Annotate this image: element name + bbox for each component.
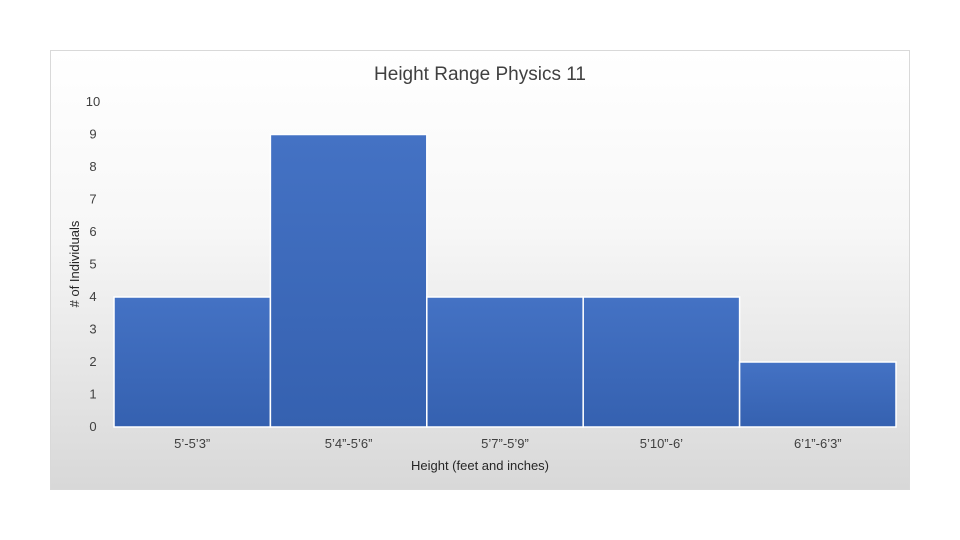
histogram-bar (426, 296, 584, 428)
y-tick-label: 2 (89, 354, 96, 369)
x-tick-label: 5’-5’3” (174, 436, 210, 451)
y-tick-label: 1 (89, 387, 96, 402)
y-tick-label: 4 (89, 289, 96, 304)
y-tick-label: 6 (89, 224, 96, 239)
histogram-bar (113, 296, 272, 428)
chart-title: Height Range Physics 11 (374, 64, 586, 85)
y-tick-label: 10 (86, 94, 100, 109)
x-tick-label: 5’10”-6’ (640, 436, 683, 451)
x-axis-label: Height (feet and inches) (411, 458, 549, 473)
histogram-bar (582, 296, 741, 428)
y-tick-label: 0 (89, 419, 96, 434)
x-tick-label: 6’1”-6’3” (794, 436, 842, 451)
y-tick-label: 9 (89, 127, 96, 142)
x-tick-label: 5’4”-5’6” (325, 436, 373, 451)
y-tick-label: 5 (89, 257, 96, 272)
histogram-bar (269, 133, 428, 428)
y-tick-label: 8 (89, 159, 96, 174)
histogram-bar (738, 361, 897, 428)
y-tick-label: 3 (89, 322, 96, 337)
y-tick-label: 7 (89, 192, 96, 207)
x-tick-label: 5’7”-5’9” (481, 436, 529, 451)
y-axis-label: # of Individuals (67, 220, 82, 307)
